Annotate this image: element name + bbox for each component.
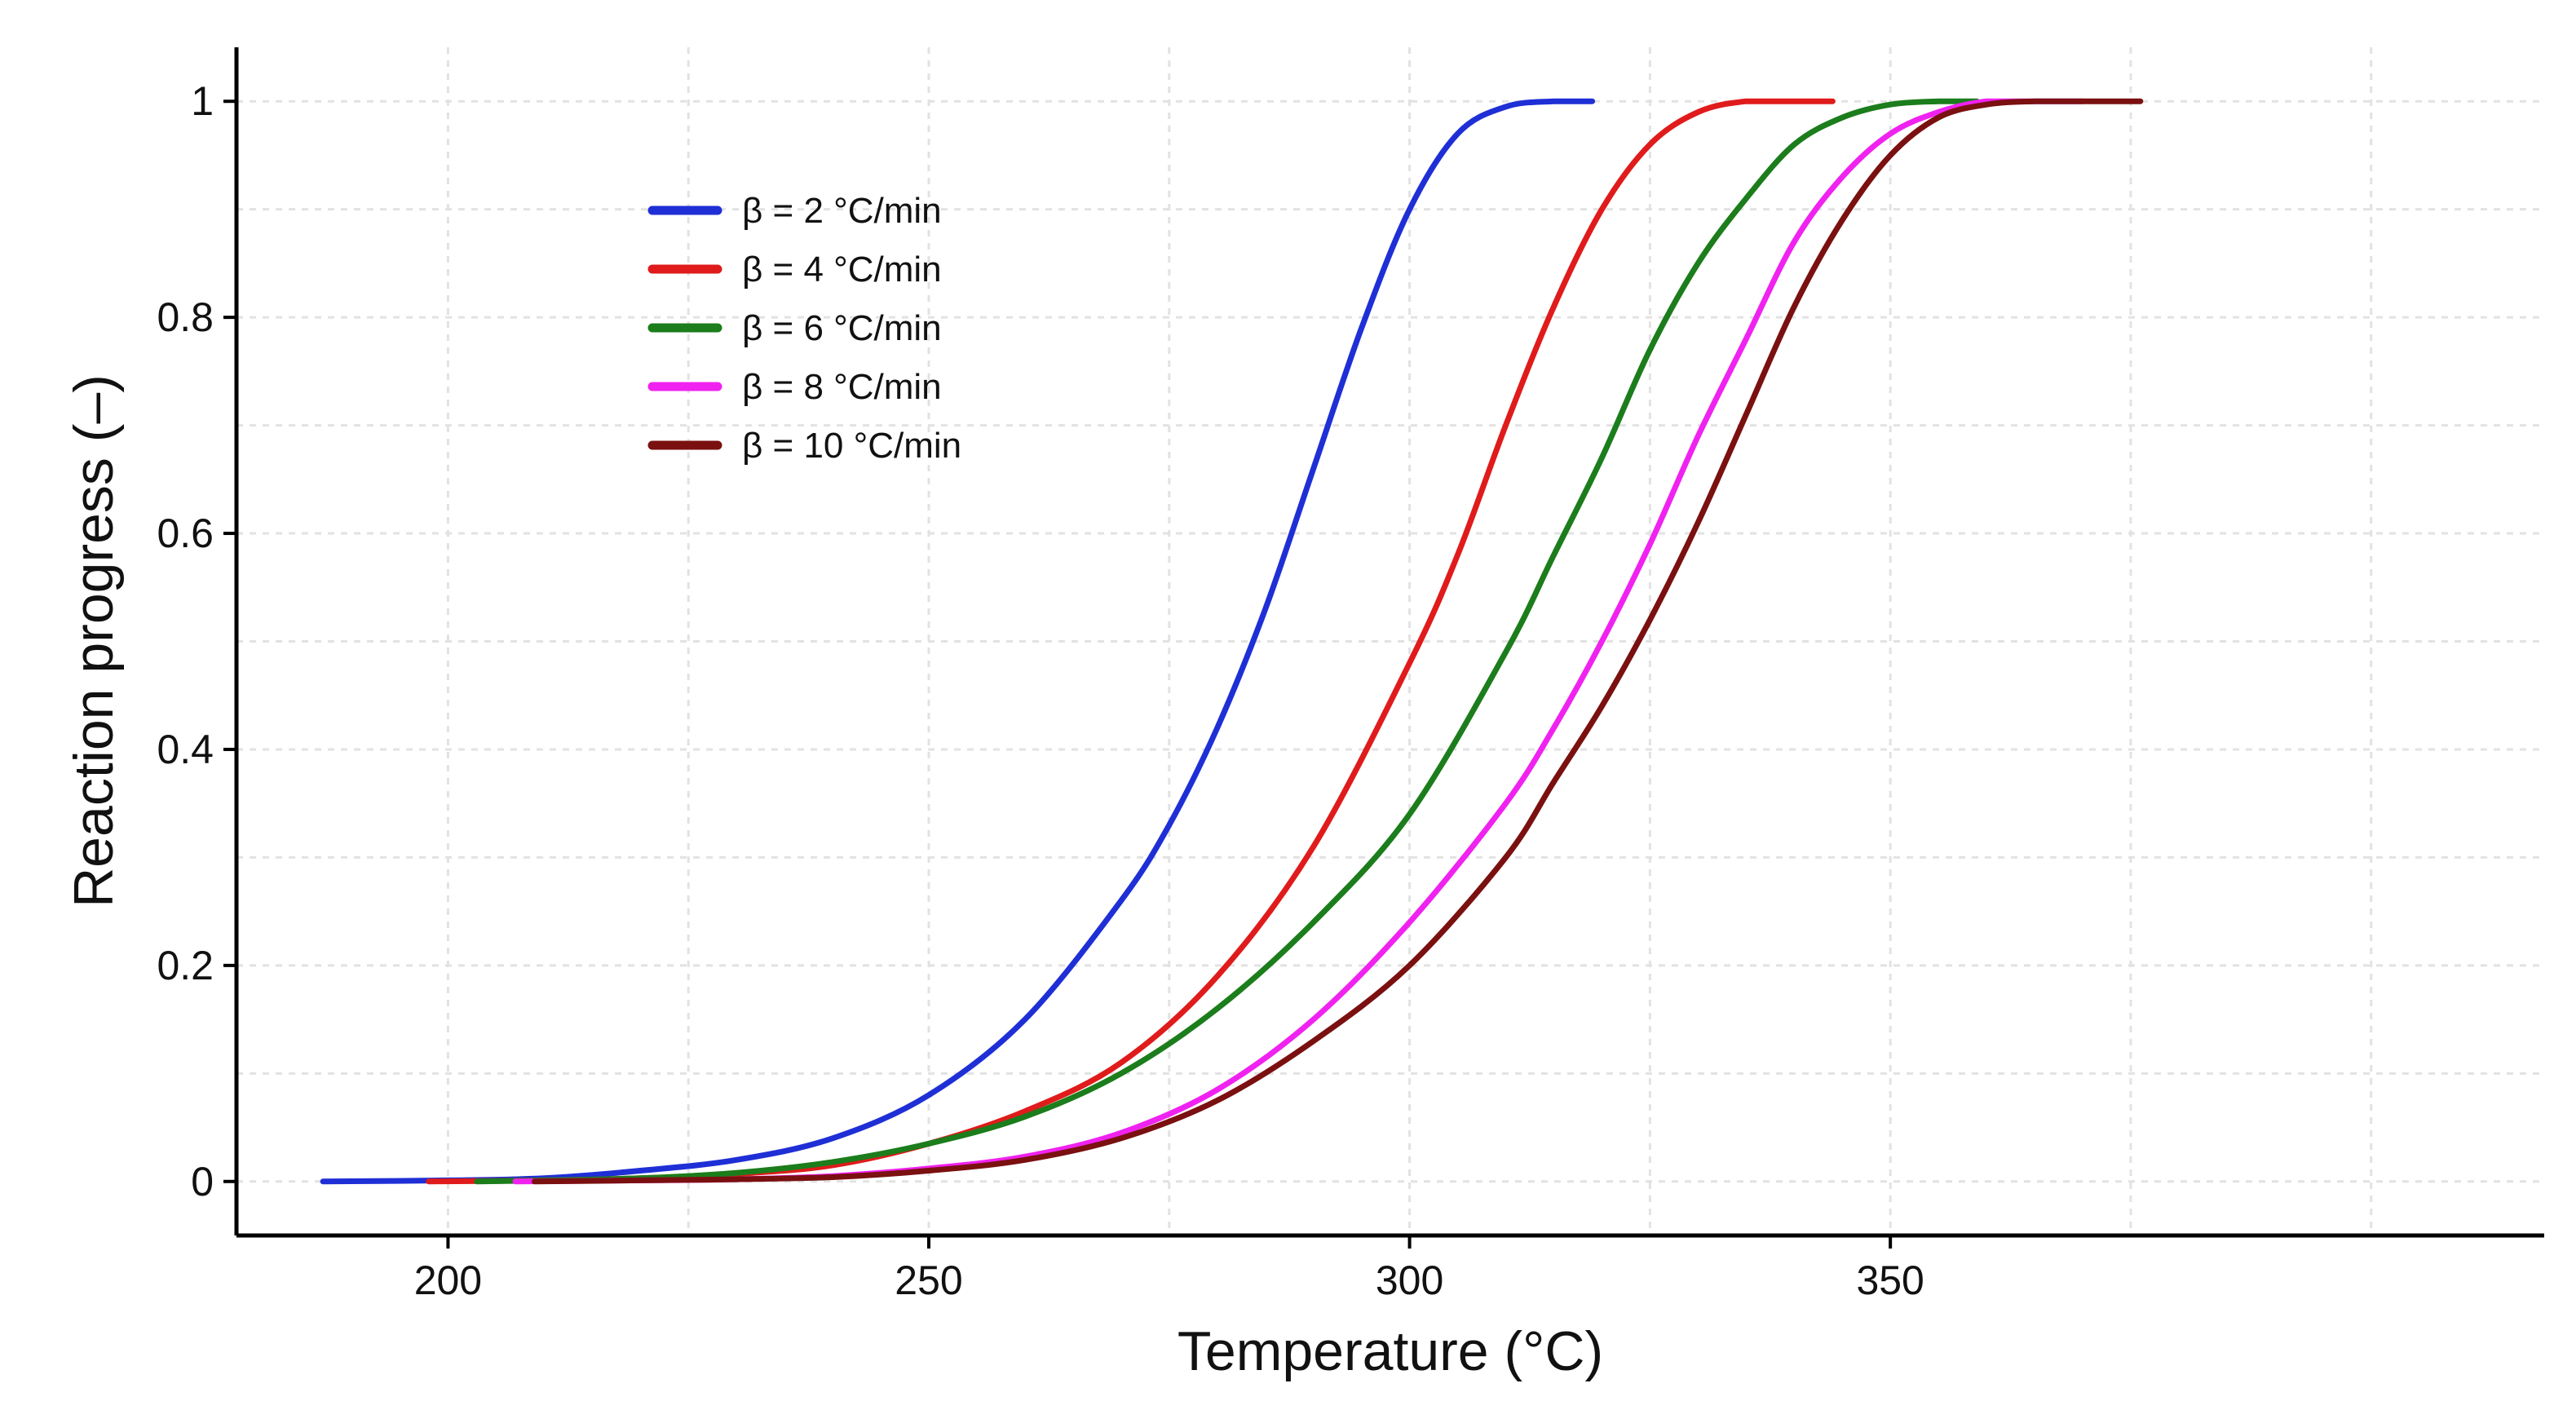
- series-line: [320, 98, 1596, 1185]
- legend-label: β = 8 °C/min: [742, 367, 942, 407]
- y-tick-label: 0.8: [157, 294, 214, 340]
- grid: [236, 47, 2544, 1235]
- legend-label: β = 6 °C/min: [742, 308, 942, 348]
- series-layer: [320, 98, 2144, 1185]
- legend: β = 2 °C/min β = 4 °C/min β = 6 °C/min β = …: [647, 191, 961, 466]
- series-line: [474, 98, 1980, 1185]
- x-tick-label: 350: [1856, 1258, 1924, 1303]
- axes: [234, 47, 2544, 1238]
- x-axis-title: Temperature (°C): [1178, 1320, 1603, 1382]
- x-tick-label: 200: [414, 1258, 482, 1303]
- legend-label: β = 4 °C/min: [742, 250, 942, 290]
- y-axis-title: Reaction progress (–): [63, 374, 125, 908]
- x-tick-label: 250: [895, 1258, 962, 1303]
- y-tick-label: 1: [191, 78, 214, 124]
- series-line: [532, 98, 2144, 1185]
- legend-label: β = 2 °C/min: [742, 191, 942, 231]
- y-tick-label: 0.2: [157, 943, 214, 988]
- y-tick-label: 0: [191, 1159, 214, 1204]
- x-tick-label: 300: [1376, 1258, 1443, 1303]
- y-tick-label: 0.6: [157, 511, 214, 556]
- y-tick-label: 0.4: [157, 727, 214, 772]
- legend-label: β = 10 °C/min: [742, 426, 961, 466]
- ticks: 200 250 300 350 0 0.2 0.4 0.6 0.8 1: [157, 78, 1924, 1303]
